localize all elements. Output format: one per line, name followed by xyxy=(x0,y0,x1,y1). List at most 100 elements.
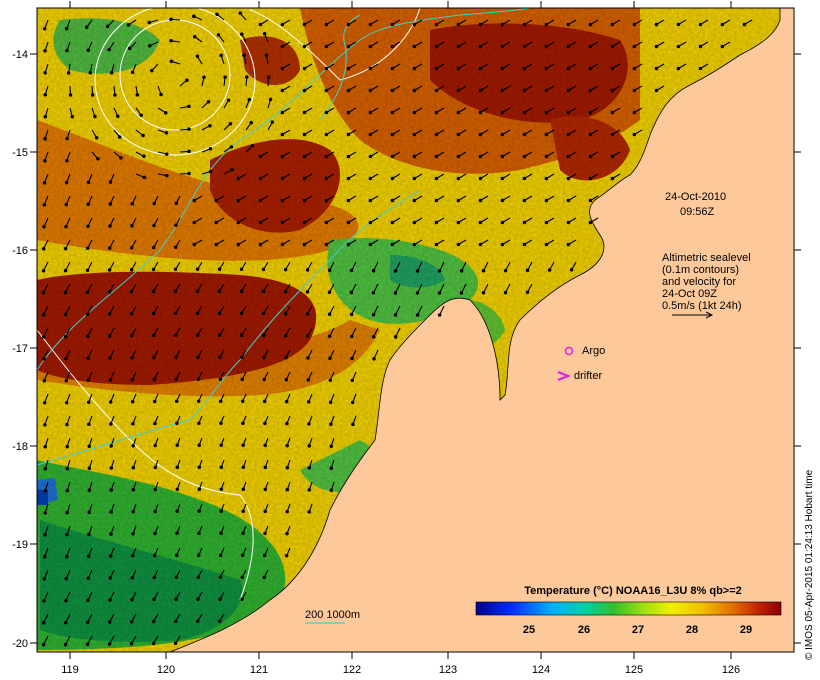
velocity-arrow-head xyxy=(63,312,68,317)
velocity-arrow-head xyxy=(219,531,223,535)
velocity-arrow-head xyxy=(302,44,307,49)
velocity-arrow-head xyxy=(305,334,310,338)
velocity-arrow-head xyxy=(371,290,376,295)
velocity-arrow-head xyxy=(328,356,332,360)
velocity-arrow-head xyxy=(65,158,69,163)
velocity-arrow-head xyxy=(368,44,373,49)
colorbar-tick: 26 xyxy=(578,624,590,636)
velocity-arrow-head xyxy=(346,66,351,71)
colorbar xyxy=(475,601,782,616)
velocity-arrow-head xyxy=(196,553,201,557)
velocity-arrow-head xyxy=(195,333,200,337)
velocity-arrow-head xyxy=(219,465,224,469)
velocity-arrow-head xyxy=(217,267,222,271)
velocity-arrow-head xyxy=(87,488,92,493)
velocity-arrow-head xyxy=(632,44,637,49)
velocity-arrow-head xyxy=(107,47,111,52)
velocity-arrow-head xyxy=(346,110,351,115)
velocity-arrow-head xyxy=(456,22,461,27)
velocity-arrow-head xyxy=(86,224,90,229)
velocity-arrow-head xyxy=(566,132,571,137)
velocity-arrow-head xyxy=(107,290,112,294)
velocity-arrow-head xyxy=(63,334,68,339)
velocity-arrow-head xyxy=(202,75,206,79)
velocity-arrow-head xyxy=(240,575,245,580)
velocity-arrow-head xyxy=(280,66,285,71)
velocity-arrow-head xyxy=(148,43,152,48)
velocity-arrow-head xyxy=(412,22,417,27)
velocity-arrow-head xyxy=(214,220,219,225)
velocity-arrow-head xyxy=(434,132,439,137)
velocity-arrow-head xyxy=(588,88,593,93)
velocity-arrow-head xyxy=(174,223,178,228)
velocity-arrow-head xyxy=(368,88,373,93)
velocity-arrow-head xyxy=(437,269,442,273)
velocity-arrow-head xyxy=(108,378,113,382)
velocity-arrow-head xyxy=(258,242,263,247)
velocity-arrow-head xyxy=(632,132,637,137)
velocity-arrow-head xyxy=(262,399,267,404)
velocity-arrow-head xyxy=(241,443,245,448)
velocity-arrow-head xyxy=(350,400,355,405)
velocity-arrow-head xyxy=(153,421,157,426)
velocity-arrow-head xyxy=(284,553,289,558)
velocity-arrow-head xyxy=(87,532,91,537)
velocity-arrow-head xyxy=(152,597,156,602)
velocity-arrow-head xyxy=(305,312,310,316)
velocity-arrow-head xyxy=(412,242,417,247)
velocity-arrow-head xyxy=(566,176,571,181)
velocity-arrow-head xyxy=(165,152,169,156)
velocity-arrow-head xyxy=(434,176,439,181)
velocity-arrow-head xyxy=(588,220,593,225)
velocity-arrow-head xyxy=(142,154,146,159)
velocity-arrow-head xyxy=(43,533,47,537)
velocity-arrow-head xyxy=(302,110,307,115)
velocity-arrow-head xyxy=(108,202,113,206)
velocity-arrow-head xyxy=(328,400,333,404)
velocity-arrow-head xyxy=(285,465,290,470)
velocity-arrow-head xyxy=(280,88,285,93)
velocity-arrow-head xyxy=(302,242,307,247)
velocity-arrow-head xyxy=(65,466,70,471)
velocity-arrow-head xyxy=(217,619,222,623)
velocity-arrow-head xyxy=(346,44,351,49)
velocity-arrow-head xyxy=(610,154,615,159)
velocity-arrow-head xyxy=(263,465,268,470)
velocity-arrow-head xyxy=(218,377,223,381)
velocity-arrow-head xyxy=(676,44,681,49)
velocity-arrow-head xyxy=(500,242,505,247)
velocity-arrow-head xyxy=(236,176,241,181)
velocity-arrow-head xyxy=(324,154,329,159)
velocity-arrow-head xyxy=(456,110,461,115)
velocity-arrow-head xyxy=(159,92,163,97)
velocity-arrow-head xyxy=(415,269,420,273)
velocity-arrow-head xyxy=(434,110,439,115)
velocity-arrow-head xyxy=(258,220,263,225)
velocity-arrow-head xyxy=(346,198,351,203)
velocity-arrow-head xyxy=(152,575,157,580)
velocity-arrow-head xyxy=(130,202,135,206)
velocity-arrow-head xyxy=(566,154,571,159)
velocity-arrow-head xyxy=(90,93,95,97)
velocity-arrow-head xyxy=(456,88,461,93)
velocity-arrow-head xyxy=(280,132,285,137)
velocity-arrow-head xyxy=(86,378,91,383)
velocity-arrow-head xyxy=(264,53,269,57)
velocity-arrow-head xyxy=(42,203,47,207)
velocity-arrow-head xyxy=(96,157,100,161)
velocity-arrow-head xyxy=(175,487,180,492)
velocity-arrow-head xyxy=(65,444,69,449)
velocity-arrow-head xyxy=(65,510,69,515)
velocity-arrow-head xyxy=(302,88,307,93)
velocity-arrow-head xyxy=(284,377,289,382)
velocity-arrow-head xyxy=(43,49,47,53)
velocity-arrow-head xyxy=(307,444,311,448)
velocity-arrow-head xyxy=(239,311,244,316)
velocity-arrow-head xyxy=(327,268,332,272)
velocity-arrow-head xyxy=(500,198,505,203)
velocity-arrow-head xyxy=(86,400,91,405)
velocity-arrow-head xyxy=(478,176,483,181)
velocity-arrow-head xyxy=(109,488,114,492)
velocity-arrow-head xyxy=(43,445,47,449)
